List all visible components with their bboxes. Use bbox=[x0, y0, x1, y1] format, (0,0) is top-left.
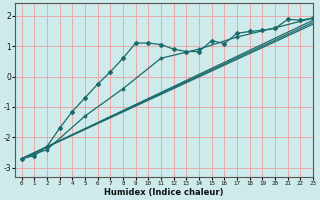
X-axis label: Humidex (Indice chaleur): Humidex (Indice chaleur) bbox=[104, 188, 224, 197]
